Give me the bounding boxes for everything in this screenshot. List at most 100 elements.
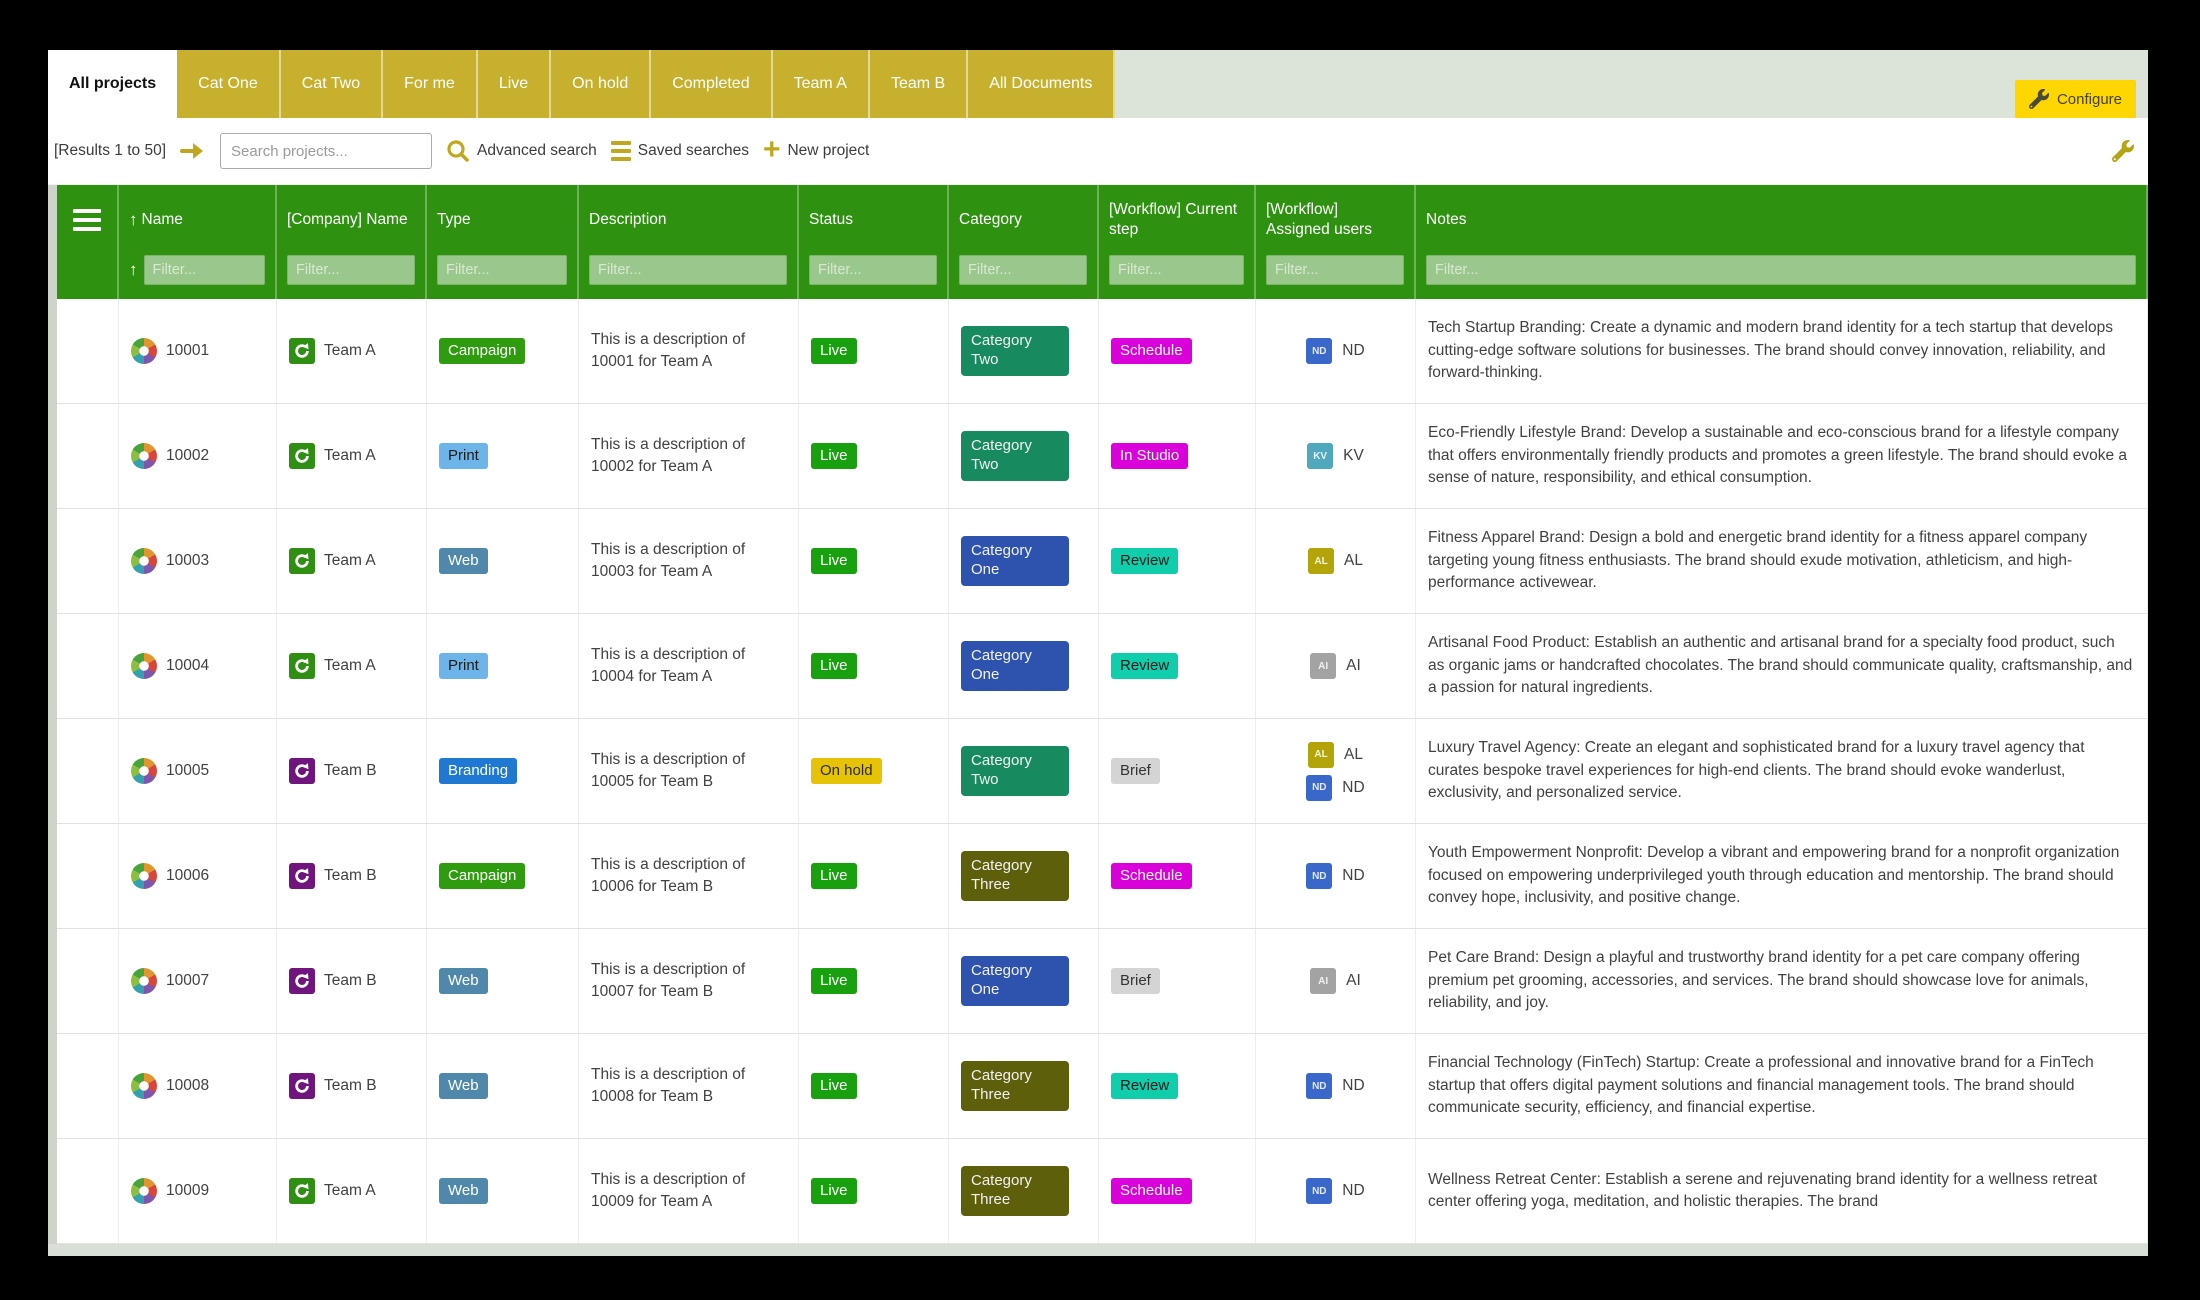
category-badge: Category Three <box>961 1061 1069 1111</box>
plus-icon: + <box>762 132 781 166</box>
new-project-button[interactable]: + New project <box>762 132 869 166</box>
company-name: Team A <box>324 342 376 359</box>
user-initials: ND <box>1342 1077 1365 1094</box>
row-menu-header[interactable] <box>57 185 119 255</box>
notes-cell: Youth Empowerment Nonprofit: Develop a v… <box>1416 824 2148 928</box>
filter-cell-category <box>949 255 1099 299</box>
column-header-description[interactable]: Description <box>579 185 799 255</box>
filter-input-description[interactable] <box>589 255 787 285</box>
results-count: [Results 1 to 50] <box>54 142 167 159</box>
status-cell: Live <box>799 929 949 1033</box>
search-input[interactable] <box>220 133 433 169</box>
filter-cell-company-name <box>277 255 427 299</box>
status-badge: Live <box>811 967 857 995</box>
type-badge: Print <box>439 442 488 470</box>
company-cell: Team B <box>277 824 427 928</box>
column-header-name[interactable]: ↑ Name <box>119 185 277 255</box>
refresh-team-icon <box>289 653 315 679</box>
category-cell: Category One <box>949 509 1099 613</box>
row-handle-cell <box>57 1139 119 1243</box>
saved-searches-link[interactable]: Saved searches <box>610 141 749 161</box>
refresh-team-icon <box>289 1073 315 1099</box>
project-color-icon <box>131 338 157 364</box>
project-name-cell[interactable]: 10002 <box>119 404 277 508</box>
settings-wrench-icon[interactable] <box>2112 140 2134 162</box>
filter-input-workflow-assigned-users[interactable] <box>1266 255 1404 285</box>
tab-for-me[interactable]: For me <box>383 50 478 118</box>
tab-live[interactable]: Live <box>477 50 552 118</box>
column-header-notes[interactable]: Notes <box>1416 185 2148 255</box>
category-badge: Category Two <box>961 431 1069 481</box>
assigned-user: ND ND <box>1306 1073 1365 1099</box>
tab-on-hold[interactable]: On hold <box>551 50 652 118</box>
column-header-workflow-assigned-users[interactable]: [Workflow] Assigned users <box>1256 185 1416 255</box>
tab-completed[interactable]: Completed <box>651 50 773 118</box>
go-arrow-icon[interactable] <box>180 140 206 162</box>
table-row[interactable]: 10008 Team B Web This is a description o… <box>57 1034 2148 1139</box>
table-row[interactable]: 10001 Team A Campaign This is a descript… <box>57 299 2148 404</box>
user-initials: AL <box>1344 552 1363 569</box>
assigned-user: ND ND <box>1306 1178 1365 1204</box>
category-cell: Category Three <box>949 1034 1099 1138</box>
vertical-scrollbar[interactable] <box>48 185 57 1244</box>
project-id: 10006 <box>166 867 210 884</box>
filter-input-company-name[interactable] <box>287 255 415 285</box>
configure-button[interactable]: Configure <box>2014 80 2136 118</box>
filter-cell-notes <box>1416 255 2148 299</box>
column-header-company-name[interactable]: [Company] Name <box>277 185 427 255</box>
project-name-cell[interactable]: 10004 <box>119 614 277 718</box>
status-badge: Live <box>811 442 857 470</box>
description-cell: This is a description of 10003 for Team … <box>579 509 799 613</box>
project-name-cell[interactable]: 10007 <box>119 929 277 1033</box>
projects-table: ↑ Name [Company] Name Type Description Status… <box>57 185 2148 1244</box>
project-id: 10002 <box>166 447 210 464</box>
project-name-cell[interactable]: 10003 <box>119 509 277 613</box>
project-name-cell[interactable]: 10009 <box>119 1139 277 1243</box>
description-cell: This is a description of 10004 for Team … <box>579 614 799 718</box>
column-header-status[interactable]: Status <box>799 185 949 255</box>
project-name-cell[interactable]: 10006 <box>119 824 277 928</box>
table-header: ↑ Name [Company] Name Type Description Status… <box>57 185 2148 299</box>
filter-input-notes[interactable] <box>1426 255 2136 285</box>
tab-team-b[interactable]: Team B <box>869 50 969 118</box>
table-row[interactable]: 10006 Team B Campaign This is a descript… <box>57 824 2148 929</box>
workflow-step-cell: Brief <box>1099 719 1256 823</box>
project-name-cell[interactable]: 10001 <box>119 299 277 403</box>
project-name-cell[interactable]: 10008 <box>119 1034 277 1138</box>
filter-input-type[interactable] <box>437 255 567 285</box>
tab-cat-one[interactable]: Cat One <box>177 50 281 118</box>
tab-all-projects[interactable]: All projects <box>48 50 178 118</box>
horizontal-scrollbar[interactable] <box>48 1244 2148 1256</box>
advanced-search-link[interactable]: Advanced search <box>446 139 597 163</box>
assigned-user: AI AI <box>1310 968 1361 994</box>
workflow-step-badge: Schedule <box>1111 862 1192 890</box>
project-id: 10009 <box>166 1182 210 1199</box>
filter-input-name[interactable] <box>143 255 265 285</box>
filter-input-status[interactable] <box>809 255 937 285</box>
workflow-step-badge: In Studio <box>1111 442 1189 470</box>
project-color-icon <box>131 1178 157 1204</box>
filter-input-workflow-current-step[interactable] <box>1109 255 1244 285</box>
status-cell: Live <box>799 824 949 928</box>
column-header-category[interactable]: Category <box>949 185 1099 255</box>
tab-cat-two[interactable]: Cat Two <box>280 50 384 118</box>
column-header-workflow-current-step[interactable]: [Workflow] Current step <box>1099 185 1256 255</box>
tab-all-documents[interactable]: All Documents <box>968 50 1116 118</box>
assigned-users-cell: AI AI <box>1256 929 1416 1033</box>
table-row[interactable]: 10003 Team A Web This is a description o… <box>57 509 2148 614</box>
refresh-team-icon <box>289 548 315 574</box>
filter-input-category[interactable] <box>959 255 1087 285</box>
column-header-type[interactable]: Type <box>427 185 579 255</box>
table-row[interactable]: 10009 Team A Web This is a description o… <box>57 1139 2148 1244</box>
project-name-cell[interactable]: 10005 <box>119 719 277 823</box>
tab-team-a[interactable]: Team A <box>772 50 870 118</box>
status-cell: Live <box>799 299 949 403</box>
table-row[interactable]: 10002 Team A Print This is a description… <box>57 404 2148 509</box>
workflow-step-badge: Brief <box>1111 967 1160 995</box>
table-row[interactable]: 10005 Team B Branding This is a descript… <box>57 719 2148 824</box>
assigned-user: KV KV <box>1307 443 1364 469</box>
workflow-step-badge: Review <box>1111 547 1179 575</box>
assigned-users-cell: ND ND <box>1256 299 1416 403</box>
table-row[interactable]: 10004 Team A Print This is a description… <box>57 614 2148 719</box>
table-row[interactable]: 10007 Team B Web This is a description o… <box>57 929 2148 1034</box>
